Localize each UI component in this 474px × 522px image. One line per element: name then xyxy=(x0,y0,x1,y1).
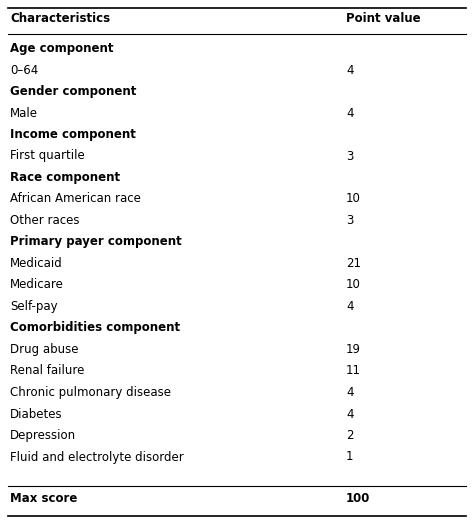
Text: 1: 1 xyxy=(346,450,354,464)
Text: 3: 3 xyxy=(346,214,354,227)
Text: Self-pay: Self-pay xyxy=(10,300,58,313)
Text: 4: 4 xyxy=(346,386,354,399)
Text: Characteristics: Characteristics xyxy=(10,12,110,25)
Text: Max score: Max score xyxy=(10,492,77,505)
Text: 10: 10 xyxy=(346,193,361,206)
Text: 0–64: 0–64 xyxy=(10,64,38,77)
Text: Other races: Other races xyxy=(10,214,80,227)
Text: Race component: Race component xyxy=(10,171,120,184)
Text: Chronic pulmonary disease: Chronic pulmonary disease xyxy=(10,386,171,399)
Text: Point value: Point value xyxy=(346,12,420,25)
Text: 4: 4 xyxy=(346,106,354,120)
Text: 21: 21 xyxy=(346,257,361,270)
Text: 4: 4 xyxy=(346,300,354,313)
Text: 100: 100 xyxy=(346,492,370,505)
Text: Comorbidities component: Comorbidities component xyxy=(10,322,180,335)
Text: Income component: Income component xyxy=(10,128,136,141)
Text: 2: 2 xyxy=(346,429,354,442)
Text: Diabetes: Diabetes xyxy=(10,408,63,421)
Text: Gender component: Gender component xyxy=(10,85,137,98)
Text: Primary payer component: Primary payer component xyxy=(10,235,182,248)
Text: 4: 4 xyxy=(346,408,354,421)
Text: 4: 4 xyxy=(346,64,354,77)
Text: First quartile: First quartile xyxy=(10,149,85,162)
Text: Age component: Age component xyxy=(10,42,113,55)
Text: Drug abuse: Drug abuse xyxy=(10,343,79,356)
Text: Renal failure: Renal failure xyxy=(10,364,84,377)
Text: 3: 3 xyxy=(346,149,354,162)
Text: Male: Male xyxy=(10,106,38,120)
Text: Fluid and electrolyte disorder: Fluid and electrolyte disorder xyxy=(10,450,184,464)
Text: Depression: Depression xyxy=(10,429,76,442)
Text: 10: 10 xyxy=(346,279,361,291)
Text: Medicaid: Medicaid xyxy=(10,257,63,270)
Text: 19: 19 xyxy=(346,343,361,356)
Text: 11: 11 xyxy=(346,364,361,377)
Text: Medicare: Medicare xyxy=(10,279,64,291)
Text: African American race: African American race xyxy=(10,193,141,206)
